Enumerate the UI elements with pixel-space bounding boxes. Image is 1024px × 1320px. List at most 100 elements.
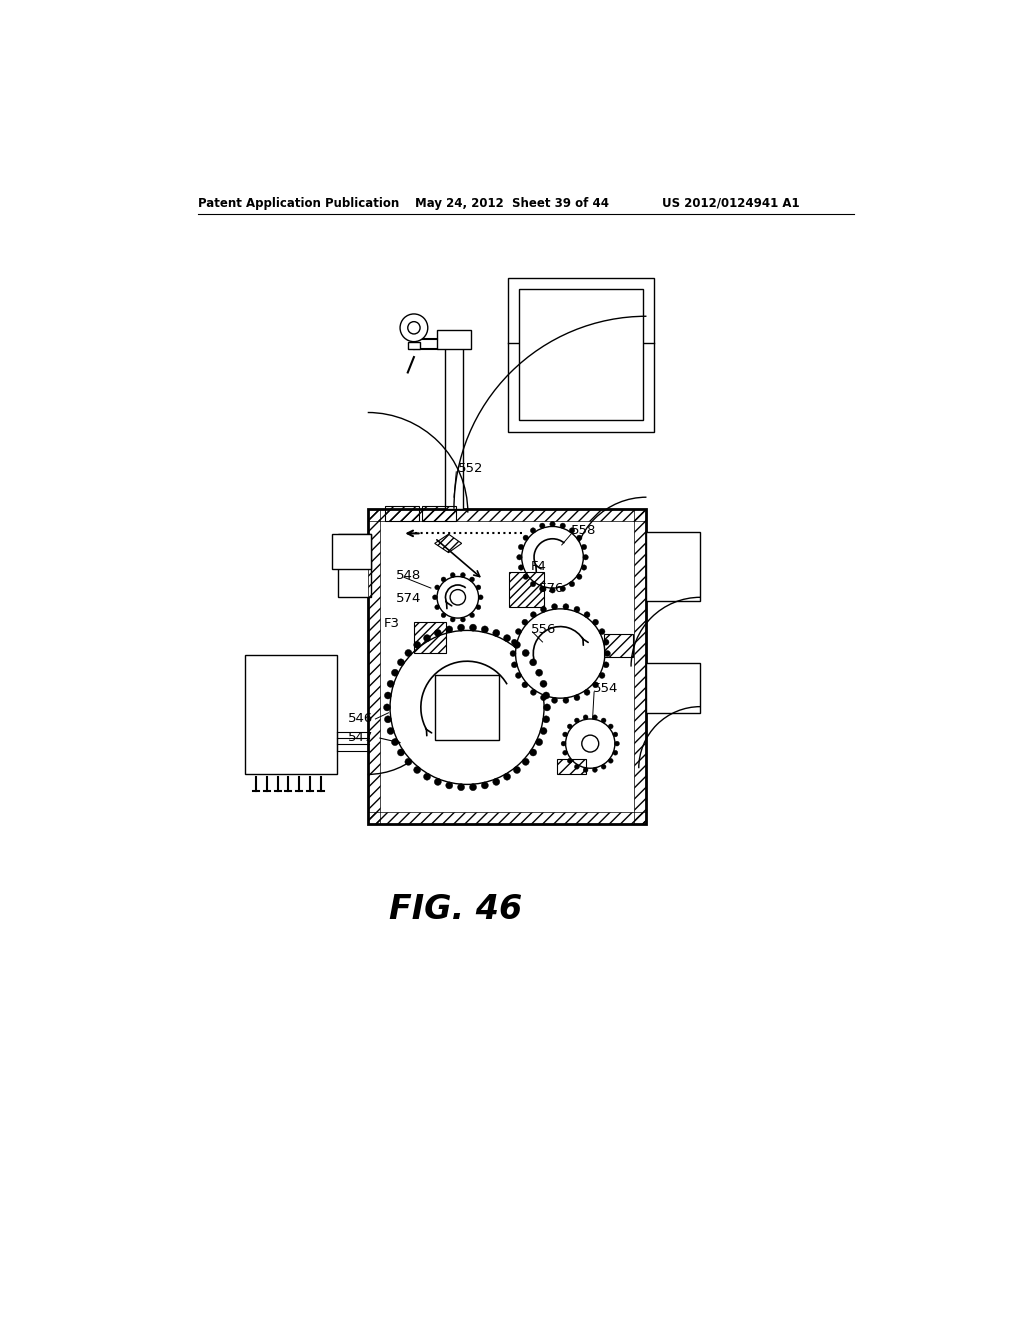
- Circle shape: [451, 590, 466, 605]
- Circle shape: [599, 628, 605, 635]
- Circle shape: [552, 603, 557, 610]
- Circle shape: [510, 651, 516, 656]
- Circle shape: [543, 715, 550, 723]
- Circle shape: [513, 642, 520, 648]
- Text: May 24, 2012  Sheet 39 of 44: May 24, 2012 Sheet 39 of 44: [416, 197, 609, 210]
- Circle shape: [561, 741, 566, 746]
- Circle shape: [478, 595, 483, 599]
- Circle shape: [390, 631, 544, 784]
- Circle shape: [434, 779, 441, 785]
- Circle shape: [567, 759, 572, 763]
- Circle shape: [540, 586, 545, 591]
- Circle shape: [584, 715, 588, 719]
- Circle shape: [404, 649, 412, 656]
- Circle shape: [550, 587, 555, 593]
- Bar: [435, 675, 500, 739]
- Circle shape: [441, 577, 446, 582]
- Circle shape: [437, 577, 478, 618]
- Circle shape: [441, 612, 446, 618]
- Circle shape: [504, 635, 511, 642]
- Circle shape: [470, 612, 474, 618]
- Circle shape: [552, 697, 557, 704]
- Circle shape: [577, 574, 582, 579]
- Circle shape: [593, 715, 597, 719]
- Circle shape: [445, 626, 453, 632]
- Circle shape: [529, 748, 537, 756]
- Circle shape: [511, 639, 517, 645]
- Circle shape: [414, 642, 421, 648]
- Bar: [368, 508, 646, 521]
- Circle shape: [574, 606, 580, 612]
- Circle shape: [584, 611, 590, 618]
- Circle shape: [518, 565, 523, 570]
- Circle shape: [470, 784, 476, 791]
- Circle shape: [451, 573, 455, 577]
- Circle shape: [511, 661, 517, 668]
- Circle shape: [445, 781, 453, 789]
- Circle shape: [608, 723, 613, 729]
- Circle shape: [391, 669, 398, 676]
- Circle shape: [493, 630, 500, 636]
- Circle shape: [582, 565, 587, 570]
- Circle shape: [560, 586, 565, 591]
- Circle shape: [540, 523, 545, 528]
- Circle shape: [397, 659, 404, 665]
- Circle shape: [614, 741, 620, 746]
- Circle shape: [384, 715, 391, 723]
- Circle shape: [384, 704, 390, 711]
- Bar: [604, 635, 634, 657]
- Circle shape: [574, 694, 580, 701]
- Circle shape: [517, 554, 522, 560]
- Circle shape: [550, 521, 555, 527]
- Circle shape: [424, 635, 430, 642]
- Circle shape: [470, 577, 474, 582]
- Bar: [368, 508, 646, 825]
- Bar: [519, 289, 643, 420]
- Circle shape: [601, 718, 606, 723]
- Text: FIG. 46: FIG. 46: [388, 892, 522, 925]
- Bar: [368, 812, 646, 825]
- Bar: [339, 535, 371, 598]
- Circle shape: [567, 723, 572, 729]
- Circle shape: [522, 682, 527, 688]
- Circle shape: [404, 758, 412, 766]
- Circle shape: [461, 618, 465, 622]
- Bar: [245, 655, 337, 775]
- Circle shape: [391, 739, 398, 746]
- Text: 548: 548: [396, 569, 422, 582]
- Circle shape: [569, 581, 574, 587]
- Bar: [634, 508, 646, 825]
- Circle shape: [536, 739, 543, 746]
- Circle shape: [608, 759, 613, 763]
- Circle shape: [515, 609, 605, 698]
- Circle shape: [582, 544, 587, 549]
- Text: Patent Application Publication: Patent Application Publication: [199, 197, 399, 210]
- Text: 558: 558: [571, 524, 596, 537]
- Circle shape: [563, 733, 567, 737]
- Circle shape: [461, 573, 465, 577]
- Circle shape: [523, 535, 528, 540]
- Circle shape: [435, 605, 439, 610]
- Bar: [646, 663, 700, 713]
- Circle shape: [536, 669, 543, 676]
- Circle shape: [515, 628, 521, 635]
- Circle shape: [603, 639, 609, 645]
- Circle shape: [583, 554, 589, 560]
- Circle shape: [493, 779, 500, 785]
- Circle shape: [593, 619, 598, 626]
- Circle shape: [613, 733, 617, 737]
- Bar: [509, 572, 544, 607]
- Circle shape: [603, 661, 609, 668]
- Circle shape: [599, 672, 605, 678]
- Circle shape: [387, 727, 394, 734]
- Text: 547: 547: [348, 731, 373, 744]
- Bar: [557, 759, 587, 775]
- Circle shape: [543, 692, 550, 700]
- Circle shape: [540, 680, 547, 688]
- Circle shape: [518, 544, 523, 549]
- Bar: [368, 508, 380, 825]
- Bar: [646, 532, 700, 601]
- Circle shape: [476, 585, 481, 590]
- Bar: [508, 277, 654, 432]
- Circle shape: [476, 605, 481, 610]
